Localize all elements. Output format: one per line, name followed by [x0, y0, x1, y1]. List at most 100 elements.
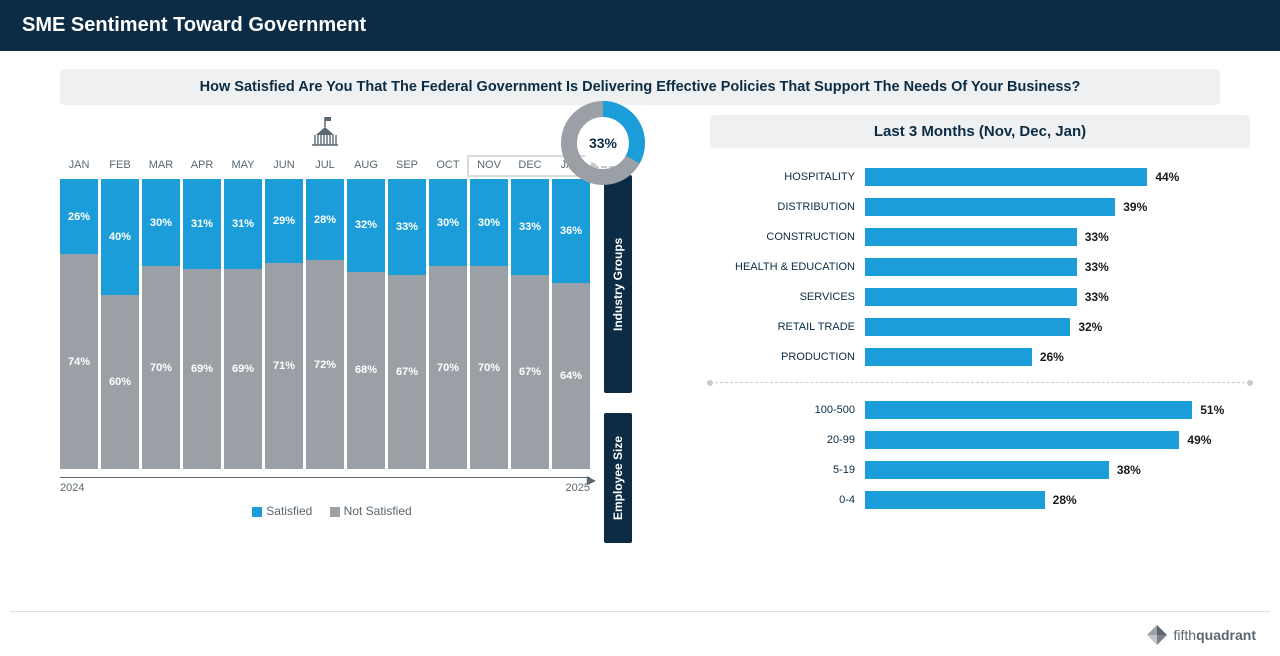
hbar-fill: [865, 198, 1115, 216]
hbar-row: 0-4 28%: [710, 489, 1250, 511]
hbar-fill: [865, 431, 1179, 449]
brand-icon: [1144, 622, 1170, 648]
stacked-bar: 28%72%: [306, 179, 344, 469]
hbar-track: 33%: [865, 258, 1250, 276]
hbar-value: 51%: [1200, 403, 1224, 417]
stacked-bar: 30%70%: [142, 179, 180, 469]
legend-swatch-not-satisfied: [330, 507, 340, 517]
bar-seg-not-satisfied: 67%: [511, 275, 549, 469]
subtitle-text: How Satisfied Are You That The Federal G…: [200, 79, 1081, 95]
bar-seg-not-satisfied: 74%: [60, 254, 98, 469]
bar-seg-not-satisfied: 70%: [142, 266, 180, 469]
hbar-fill: [865, 348, 1032, 366]
hbar-label: 20-99: [710, 434, 865, 446]
hbar-track: 32%: [865, 318, 1250, 336]
year-start: 2024: [60, 482, 84, 494]
bar-seg-satisfied: 32%: [347, 179, 385, 272]
hbar-track: 51%: [865, 401, 1250, 419]
hbar-label: 100-500: [710, 404, 865, 416]
bar-seg-satisfied: 30%: [142, 179, 180, 266]
hbar-track: 26%: [865, 348, 1250, 366]
hbar-label: PRODUCTION: [710, 351, 865, 363]
brand-prefix: fifth: [1174, 627, 1197, 643]
hbar-row: 100-500 51%: [710, 399, 1250, 421]
month-label: APR: [183, 159, 221, 171]
hbar-fill: [865, 258, 1077, 276]
hbar-fill: [865, 491, 1045, 509]
hbar-track: 38%: [865, 461, 1250, 479]
bar-seg-not-satisfied: 70%: [470, 266, 508, 469]
vlabel-employee: Employee Size: [604, 413, 632, 543]
breakdown-panel: Last 3 Months (Nov, Dec, Jan) Industry G…: [590, 115, 1250, 519]
hbar-value: 32%: [1078, 320, 1102, 334]
bar-seg-satisfied: 31%: [183, 179, 221, 269]
bar-seg-satisfied: 30%: [429, 179, 467, 266]
monthly-stacked-chart: JANFEBMARAPRMAYJUNJULAUGSEPOCTNOVDECJAN …: [60, 115, 590, 519]
month-label: JUN: [265, 159, 303, 171]
month-label: OCT: [429, 159, 467, 171]
stacked-bar: 30%70%: [470, 179, 508, 469]
stacked-bar: 31%69%: [224, 179, 262, 469]
donut-chart: 33%: [560, 100, 646, 186]
hbar-track: 33%: [865, 288, 1250, 306]
hbar-row: CONSTRUCTION 33%: [710, 226, 1250, 248]
bar-seg-satisfied: 30%: [470, 179, 508, 266]
hbar-label: HEALTH & EDUCATION: [710, 261, 865, 273]
hbar-track: 39%: [865, 198, 1250, 216]
hbar-row: DISTRIBUTION39%: [710, 196, 1250, 218]
hbar-value: 33%: [1085, 230, 1109, 244]
header-title: SME Sentiment Toward Government: [22, 14, 366, 36]
parliament-icon: [60, 115, 590, 153]
hbar-value: 49%: [1187, 433, 1211, 447]
hbar-value: 26%: [1040, 350, 1064, 364]
legend-swatch-satisfied: [252, 507, 262, 517]
hbar-label: DISTRIBUTION: [710, 201, 865, 213]
bar-seg-not-satisfied: 70%: [429, 266, 467, 469]
hbar-fill: [865, 288, 1077, 306]
employee-bars: 100-500 51% 20-99 49% 5-1938% 0-4 28%: [710, 399, 1250, 511]
hbar-value: 33%: [1085, 260, 1109, 274]
month-label: SEP: [388, 159, 426, 171]
month-label: AUG: [347, 159, 385, 171]
bar-seg-not-satisfied: 64%: [552, 283, 590, 469]
side-labels: Industry Groups Employee Size: [604, 175, 644, 509]
hbar-row: RETAIL TRADE 32%: [710, 316, 1250, 338]
stacked-bar: 33%67%: [511, 179, 549, 469]
stacked-bar: 26%74%: [60, 179, 98, 469]
hbar-label: 0-4: [710, 494, 865, 506]
stacked-bars-row: 26%74%40%60%30%70%31%69%31%69%29%71%28%7…: [60, 179, 590, 469]
brand-suffix: quadrant: [1196, 627, 1256, 643]
stacked-bar: 31%69%: [183, 179, 221, 469]
month-label: JUL: [306, 159, 344, 171]
hbar-fill: [865, 318, 1070, 336]
bar-seg-not-satisfied: 67%: [388, 275, 426, 469]
bar-seg-satisfied: 33%: [511, 179, 549, 275]
hbar-row: 5-1938%: [710, 459, 1250, 481]
legend: Satisfied Not Satisfied: [60, 504, 590, 518]
legend-label-not-satisfied: Not Satisfied: [344, 504, 412, 518]
right-title: Last 3 Months (Nov, Dec, Jan): [874, 123, 1086, 140]
bar-seg-not-satisfied: 68%: [347, 272, 385, 469]
vlabel-industry: Industry Groups: [604, 175, 632, 393]
hbar-track: 33%: [865, 228, 1250, 246]
month-label: FEB: [101, 159, 139, 171]
brand-logo: fifthquadrant: [1144, 622, 1256, 648]
stacked-bar: 32%68%: [347, 179, 385, 469]
hbar-label: RETAIL TRADE: [710, 321, 865, 333]
bar-seg-satisfied: 31%: [224, 179, 262, 269]
hbar-row: PRODUCTION 26%: [710, 346, 1250, 368]
x-axis: ▶: [60, 477, 590, 478]
hbar-track: 49%: [865, 431, 1250, 449]
hbar-value: 38%: [1117, 463, 1141, 477]
hbar-row: HEALTH & EDUCATION 33%: [710, 256, 1250, 278]
month-label: MAR: [142, 159, 180, 171]
hbar-label: CONSTRUCTION: [710, 231, 865, 243]
hbar-fill: [865, 228, 1077, 246]
hbar-value: 33%: [1085, 290, 1109, 304]
stacked-bar: 30%70%: [429, 179, 467, 469]
hbar-label: HOSPITALITY: [710, 171, 865, 183]
bar-seg-not-satisfied: 71%: [265, 263, 303, 469]
hbar-track: 28%: [865, 491, 1250, 509]
hbar-value: 28%: [1053, 493, 1077, 507]
bar-seg-satisfied: 28%: [306, 179, 344, 260]
